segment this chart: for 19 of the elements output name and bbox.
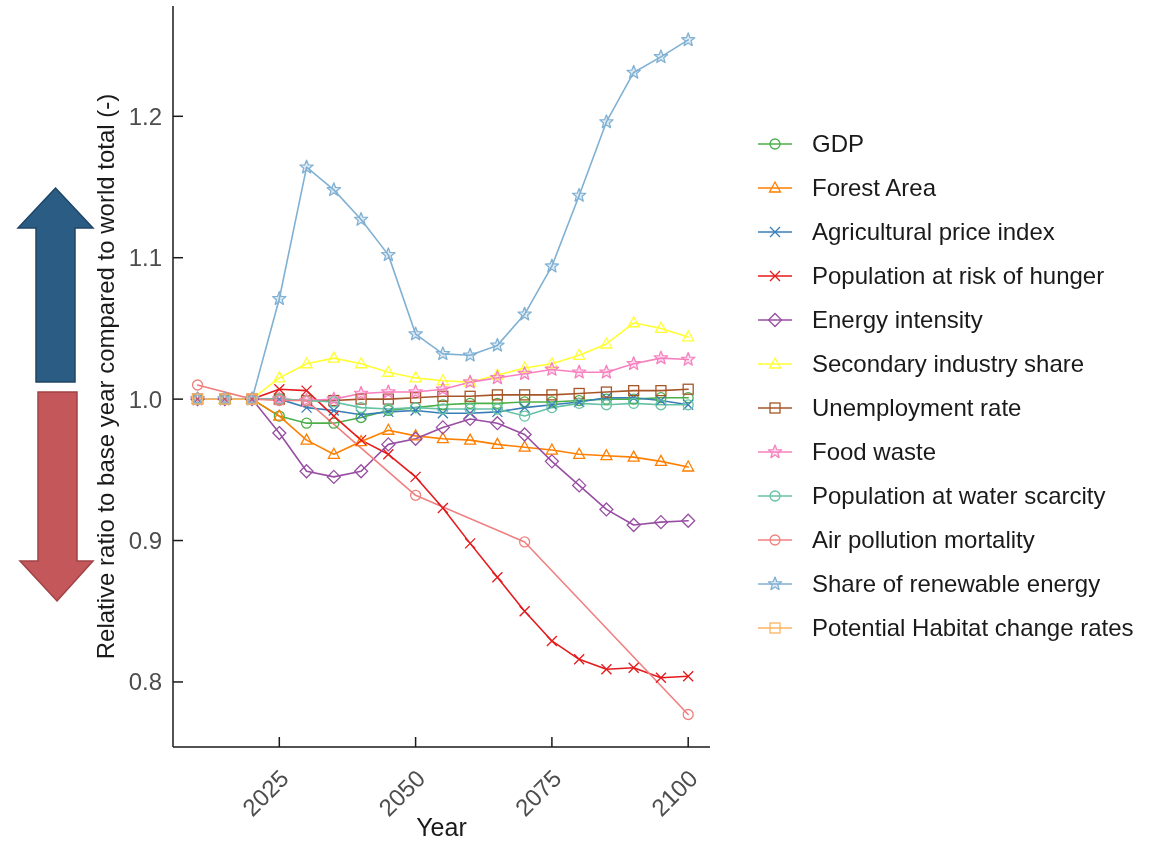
legend-label: Population at risk of hunger — [812, 262, 1105, 290]
legend-label: Unemployment rate — [812, 394, 1022, 422]
legend-label: Energy intensity — [812, 306, 983, 334]
y-tick-label: 1.0 — [128, 385, 162, 413]
legend-label: GDP — [812, 130, 865, 158]
legend-label: Air pollution mortality — [812, 526, 1035, 554]
legend-label: Potential Habitat change rates — [812, 614, 1134, 642]
legend-label: Agricultural price index — [812, 218, 1055, 246]
x-axis-title: Year — [416, 813, 467, 841]
y-tick-label: 0.8 — [128, 668, 162, 696]
y-tick-label: 1.1 — [128, 244, 162, 272]
legend-label: Forest Area — [812, 174, 937, 202]
legend-label: Secondary industry share — [812, 350, 1085, 378]
y-axis-title: Relative ratio to base year compared to world total (-) — [92, 93, 119, 660]
legend-label: Share of renewable energy — [812, 570, 1101, 598]
y-tick-label: 0.9 — [128, 527, 162, 555]
legend-label: Food waste — [812, 438, 937, 466]
y-tick-label: 1.2 — [128, 102, 162, 130]
legend-label: Population at water scarcity — [812, 482, 1106, 510]
